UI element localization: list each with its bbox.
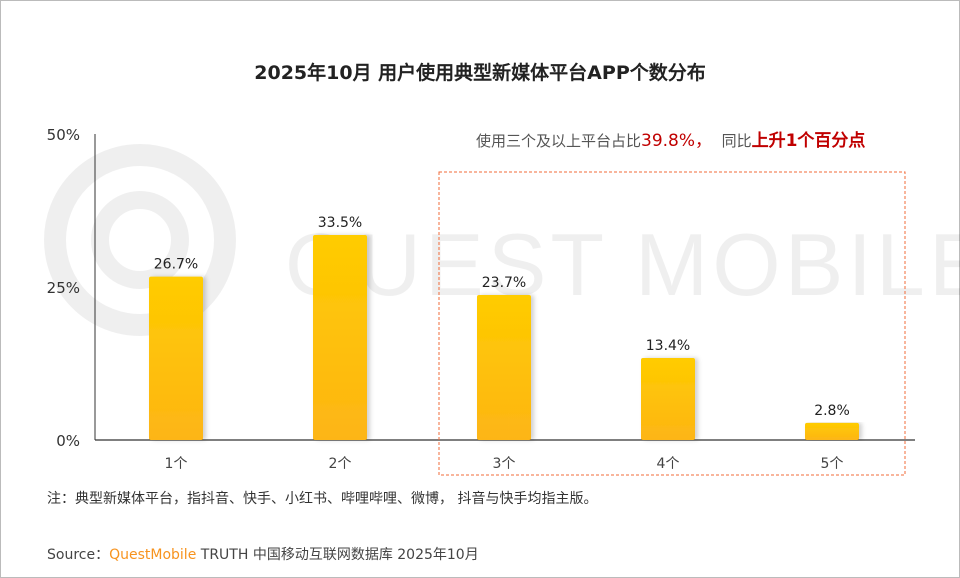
callout-separator: ， xyxy=(695,131,713,151)
data-label: 23.7% xyxy=(482,275,526,291)
x-tick-label: 3个 xyxy=(493,456,516,472)
x-tick-label: 4个 xyxy=(657,456,680,472)
bar xyxy=(477,294,531,440)
source-brand: QuestMobile xyxy=(109,547,197,563)
y-tick-label: 50% xyxy=(47,126,80,144)
chart-title: 2025年10月 用户使用典型新媒体平台APP个数分布 xyxy=(254,62,706,84)
bar xyxy=(313,234,367,440)
svg-text:QUEST MOBILE: QUEST MOBILE xyxy=(285,215,960,314)
callout-change: 上升1个百分点 xyxy=(751,131,866,151)
data-label: 13.4% xyxy=(646,338,690,354)
source: Source：QuestMobile TRUTH 中国移动互联网数据库 2025… xyxy=(47,544,479,564)
callout: 使用三个及以上平台占比39.8%， 同比上升1个百分点 xyxy=(476,126,865,151)
data-label: 2.8% xyxy=(814,403,850,419)
bar xyxy=(149,276,203,440)
callout-yoy-label: 同比 xyxy=(721,132,752,150)
source-label: Source： xyxy=(47,547,110,563)
highlight-box xyxy=(438,171,906,476)
x-tick-label: 2个 xyxy=(329,456,352,472)
footnote: 注：典型新媒体平台，指抖音、快手、小红书、哔哩哔哩、微博， 抖音与快手均指主版。 xyxy=(47,491,598,507)
data-label: 26.7% xyxy=(154,257,198,273)
y-tick-label: 25% xyxy=(47,279,80,297)
bar xyxy=(641,357,695,440)
data-label: 33.5% xyxy=(318,215,362,231)
watermark: QUEST MOBILE xyxy=(44,144,960,336)
y-tick-label: 0% xyxy=(56,432,80,450)
source-detail: TRUTH 中国移动互联网数据库 2025年10月 xyxy=(196,547,479,563)
callout-value: 39.8% xyxy=(641,131,696,151)
bar xyxy=(805,422,859,440)
x-tick-label: 1个 xyxy=(165,456,188,472)
x-tick-label: 5个 xyxy=(821,456,844,472)
callout-text: 使用三个及以上平台占比 xyxy=(476,132,642,150)
